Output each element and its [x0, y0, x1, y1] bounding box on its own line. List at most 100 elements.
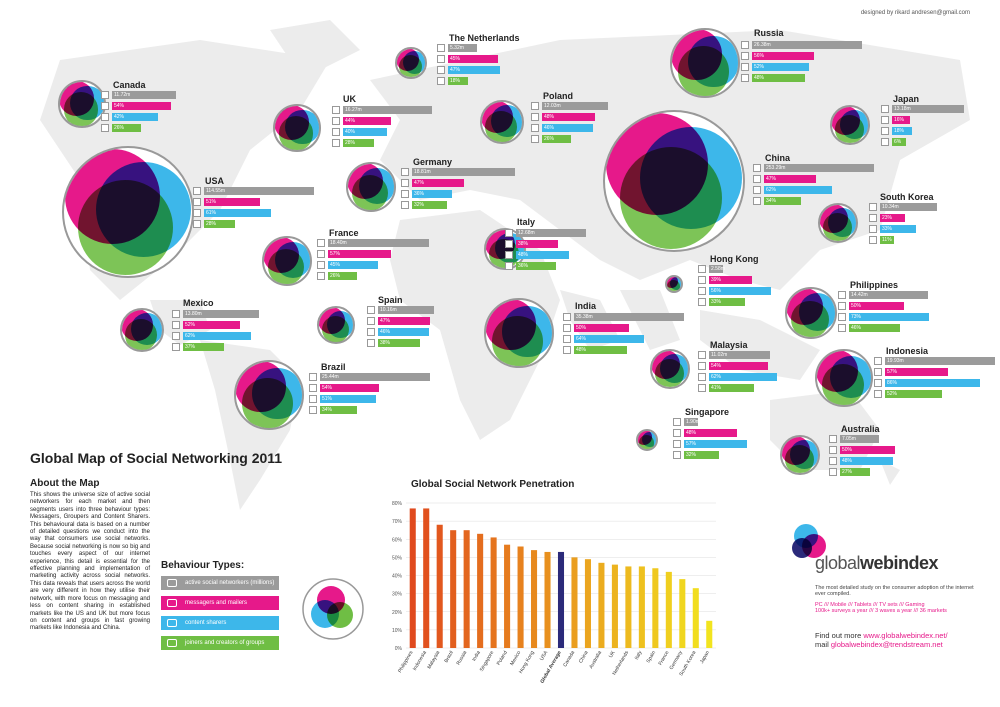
country-stats: 14.42m 50% 73% 46% — [838, 291, 930, 335]
email-link[interactable]: globalwebindex@trendstream.net — [830, 640, 943, 649]
stat-share: 40% — [332, 128, 432, 136]
stat-users: 18.40m — [317, 239, 430, 247]
stat-group: 18% — [437, 77, 500, 85]
country-name: Brazil — [321, 362, 346, 372]
group-icon — [563, 346, 571, 354]
y-tick-label: 40% — [392, 574, 403, 580]
venn-japan — [830, 105, 870, 145]
country-name: The Netherlands — [449, 33, 520, 43]
message-icon — [505, 240, 513, 248]
country-stats: 18.81m 47% 36% 32% — [401, 168, 516, 212]
stat-share-value: 45% — [328, 261, 378, 269]
chart-title: Global Social Network Penetration — [411, 479, 575, 490]
stat-users: 2.58m — [698, 265, 771, 273]
bar-russia — [463, 530, 470, 648]
x-tick-label: Philippines — [397, 650, 415, 674]
globe-icon — [869, 203, 877, 211]
venn-the-netherlands — [395, 47, 427, 79]
stat-share-value: 86% — [885, 379, 980, 387]
country-stats: 7.05m 50% 48% 27% — [829, 435, 895, 479]
stat-users: 5.32m — [437, 44, 500, 52]
stat-msg: 47% — [367, 317, 434, 325]
group-icon — [881, 138, 889, 146]
x-tick-label: India — [471, 650, 482, 663]
find-out-more: Find out more www.globalwebindex.net/ ma… — [815, 631, 948, 649]
x-tick-label: Spain — [645, 650, 657, 664]
stat-group: 48% — [741, 74, 862, 82]
group-icon — [309, 406, 317, 414]
stat-group-value: 27% — [840, 468, 870, 476]
legend-active-networkers: active social networkers (millions) — [161, 576, 279, 590]
stat-share: 45% — [317, 261, 429, 269]
stat-share: 36% — [401, 190, 515, 198]
stat-share-value: 52% — [752, 63, 810, 71]
stat-share: 46% — [367, 328, 434, 336]
message-icon — [881, 116, 889, 124]
share-icon — [332, 128, 340, 136]
stat-group-value: 33% — [709, 298, 746, 306]
venn-australia — [780, 435, 820, 475]
stat-group: 27% — [829, 468, 895, 476]
country-stats: 19.93m 57% 86% 52% — [874, 357, 995, 401]
x-tick-label: Poland — [496, 650, 509, 667]
share-icon — [753, 186, 761, 194]
legend-messagers: messagers and mailers — [161, 596, 279, 610]
share-icon — [829, 457, 837, 465]
group-icon — [838, 324, 846, 332]
stat-msg-value: 47% — [412, 179, 464, 187]
message-icon — [829, 446, 837, 454]
country-name: India — [575, 301, 597, 311]
stat-msg: 39% — [698, 276, 771, 284]
x-tick-label: Brazil — [443, 650, 454, 664]
stat-share: 64% — [563, 335, 684, 343]
stat-users-value: 5.32m — [448, 44, 478, 52]
stat-users-value: 25.44m — [320, 373, 430, 381]
share-icon — [367, 328, 375, 336]
stat-users-value: 18.40m — [328, 239, 430, 247]
message-icon — [167, 599, 177, 607]
group-icon — [829, 468, 837, 476]
country-name: Australia — [841, 424, 880, 434]
stat-users: 25.44m — [309, 373, 430, 381]
stat-users-value: 10.16m — [378, 306, 434, 314]
country-stats: 16.27m 44% 40% 28% — [332, 106, 433, 150]
stat-users: 12.03m — [531, 102, 609, 110]
x-tick-label: Russia — [456, 650, 469, 666]
globe-icon — [193, 187, 201, 195]
stat-msg-value: 47% — [378, 317, 430, 325]
globe-icon — [309, 373, 317, 381]
stat-users: 35.38m — [563, 313, 684, 321]
stat-share: 86% — [874, 379, 995, 387]
stat-users: 18.81m — [401, 168, 516, 176]
message-icon — [698, 362, 706, 370]
stat-share: 33% — [869, 225, 937, 233]
stat-msg: 38% — [505, 240, 586, 248]
message-icon — [531, 113, 539, 121]
message-icon — [101, 102, 109, 110]
stat-msg: 48% — [531, 113, 608, 121]
country-name: Malaysia — [710, 340, 748, 350]
group-icon — [698, 298, 706, 306]
stat-msg-value: 50% — [840, 446, 895, 454]
venn-germany — [346, 162, 396, 212]
stat-share-value: 42% — [112, 113, 159, 121]
about-heading: About the Map — [30, 478, 100, 489]
venn-singapore — [636, 429, 658, 451]
stat-share: 57% — [673, 440, 747, 448]
stat-users: 19.93m — [874, 357, 995, 365]
stat-msg: 48% — [673, 429, 747, 437]
share-icon — [437, 66, 445, 74]
group-icon — [167, 639, 177, 647]
stat-share-value: 62% — [764, 186, 833, 194]
stat-msg: 50% — [563, 324, 684, 332]
stat-share-value: 36% — [412, 190, 452, 198]
group-icon — [505, 262, 513, 270]
stat-group: 33% — [698, 298, 771, 306]
share-icon — [673, 440, 681, 448]
stat-msg: 50% — [838, 302, 929, 310]
country-name: Italy — [517, 217, 536, 227]
message-icon — [193, 198, 201, 206]
stat-users: 114.55m — [193, 187, 314, 195]
stat-share: 52% — [741, 63, 862, 71]
website-link[interactable]: www.globalwebindex.net/ — [863, 631, 948, 640]
